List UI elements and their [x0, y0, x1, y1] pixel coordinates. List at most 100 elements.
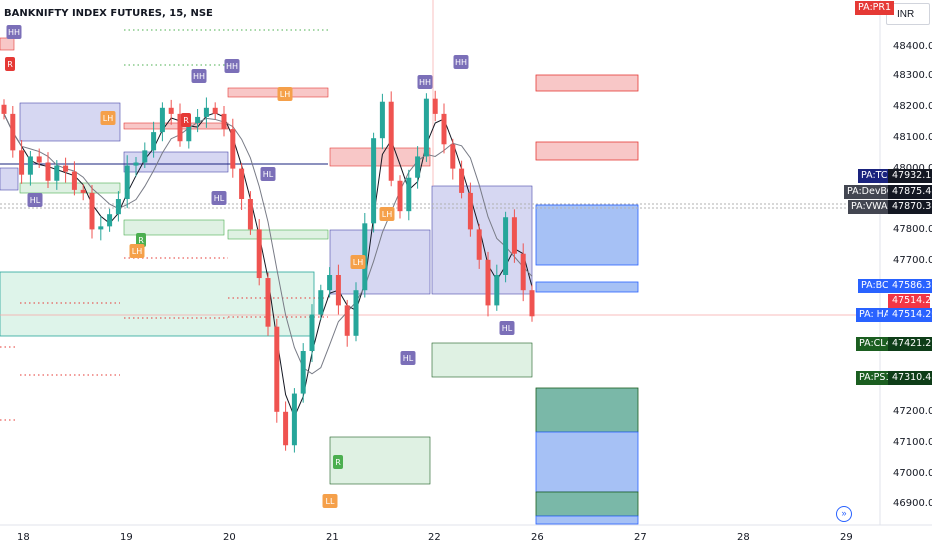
zone-ps1	[535, 387, 639, 433]
marker-text: HL	[214, 194, 225, 203]
structure-marker: HL	[260, 167, 276, 181]
candle-body	[450, 144, 456, 169]
price-label-ps1: PA:PS1 47310.48	[856, 371, 932, 385]
candle-body	[80, 189, 86, 193]
marker-badge	[136, 233, 146, 247]
y-tick: 47800.00	[893, 224, 932, 235]
price-label-value: 47875.48	[888, 185, 932, 199]
zone-green-3	[227, 229, 329, 240]
x-tick: 22	[428, 532, 441, 543]
x-tick: 18	[17, 532, 30, 543]
structure-marker: LH	[277, 87, 293, 101]
candle-body	[63, 165, 69, 172]
price-label-name: PA:CL4	[856, 337, 895, 351]
zone-red-2	[123, 122, 229, 130]
zone-ps2	[535, 431, 639, 493]
marker-text: HL	[263, 170, 274, 179]
y-tick: 47100.00	[893, 437, 932, 448]
candle-body	[441, 113, 447, 145]
structure-marker: LH	[100, 111, 116, 125]
zone-green-5	[431, 342, 533, 378]
marker-text: LH	[280, 90, 290, 99]
candle-body	[432, 98, 438, 114]
marker-text: HH	[419, 78, 431, 87]
y-tick: 47000.00	[893, 468, 932, 479]
marker-text: HH	[455, 58, 467, 67]
candle-body	[168, 107, 174, 114]
marker-text: HL	[403, 354, 414, 363]
candle-body	[379, 101, 385, 139]
marker-text: LH	[103, 114, 113, 123]
candle-body	[503, 217, 509, 275]
price-label-ha: PA: HA 47514.20	[856, 308, 932, 322]
price-label-pr1: PA:PR1	[855, 1, 895, 15]
candle-body	[36, 156, 42, 163]
x-tick: 26	[531, 532, 544, 543]
marker-text: HH	[193, 72, 205, 81]
x-tick: 20	[223, 532, 236, 543]
candle-body	[459, 168, 465, 193]
price-label-name: PA:BC	[858, 279, 892, 293]
zone-green-1	[19, 182, 121, 194]
candle-body	[27, 156, 33, 175]
zone-green-4	[329, 436, 431, 485]
price-label-name: PA:DevBC	[844, 185, 897, 199]
price-label-value: 47514.20	[888, 294, 932, 308]
zone-tc	[535, 204, 639, 266]
marker-text: R	[138, 236, 144, 245]
candle-body	[300, 351, 306, 394]
candle-body	[494, 275, 500, 306]
candle-body	[89, 192, 95, 230]
marker-badge	[100, 111, 116, 125]
candle-body	[265, 278, 271, 327]
zone-red-4	[329, 147, 431, 167]
marker-badge	[333, 455, 343, 469]
price-label-devbc: PA:DevBC 47875.48	[844, 185, 932, 199]
y-tick: 48400.00	[893, 41, 932, 52]
marker-text: R	[7, 60, 13, 69]
structure-marker: HH	[224, 59, 240, 73]
structure-marker: LH	[350, 255, 366, 269]
marker-badge	[350, 255, 366, 269]
marker-badge	[453, 55, 469, 69]
price-label-vwap: PA:VWAP 47870.38	[844, 200, 932, 214]
marker-badge	[379, 207, 395, 221]
candle-body	[124, 165, 130, 199]
candle-body	[54, 165, 60, 181]
candle-body	[10, 113, 16, 151]
zone-pr-2	[535, 141, 639, 161]
price-label-value: 47310.48	[888, 371, 932, 385]
marker-badge	[129, 244, 145, 258]
structure-marker: R	[5, 57, 15, 71]
marker-badge	[5, 57, 15, 71]
y-tick: 46900.00	[893, 498, 932, 509]
candle-body	[485, 259, 491, 306]
price-label-value: 47586.33	[888, 279, 932, 293]
candle-body	[406, 177, 412, 212]
x-tick: 19	[120, 532, 133, 543]
chart-title: BANKNIFTY INDEX FUTURES, 15, NSE	[4, 8, 213, 19]
candle-body	[423, 98, 429, 157]
structure-marker: LH	[379, 207, 395, 221]
candle-body	[1, 104, 7, 114]
zones-layer	[0, 37, 639, 525]
zone-ps3	[535, 491, 639, 517]
zone-bluish-0	[0, 167, 19, 191]
candle-body	[529, 290, 535, 317]
candle-body	[388, 101, 394, 181]
candle-body	[19, 150, 25, 175]
candle-body	[177, 113, 183, 142]
candle-body	[239, 168, 245, 199]
marker-badge	[181, 113, 191, 127]
marker-text: HH	[226, 62, 238, 71]
y-tick: 48300.00	[893, 70, 932, 81]
marker-text: LL	[326, 497, 335, 506]
marker-text: HH	[8, 28, 20, 37]
y-tick: 48200.00	[893, 101, 932, 112]
y-tick: 47200.00	[893, 406, 932, 417]
structure-marker: HH	[191, 69, 207, 83]
marker-badge	[27, 193, 43, 207]
candle-body	[291, 393, 297, 446]
scroll-to-realtime-button[interactable]: »	[836, 506, 852, 522]
